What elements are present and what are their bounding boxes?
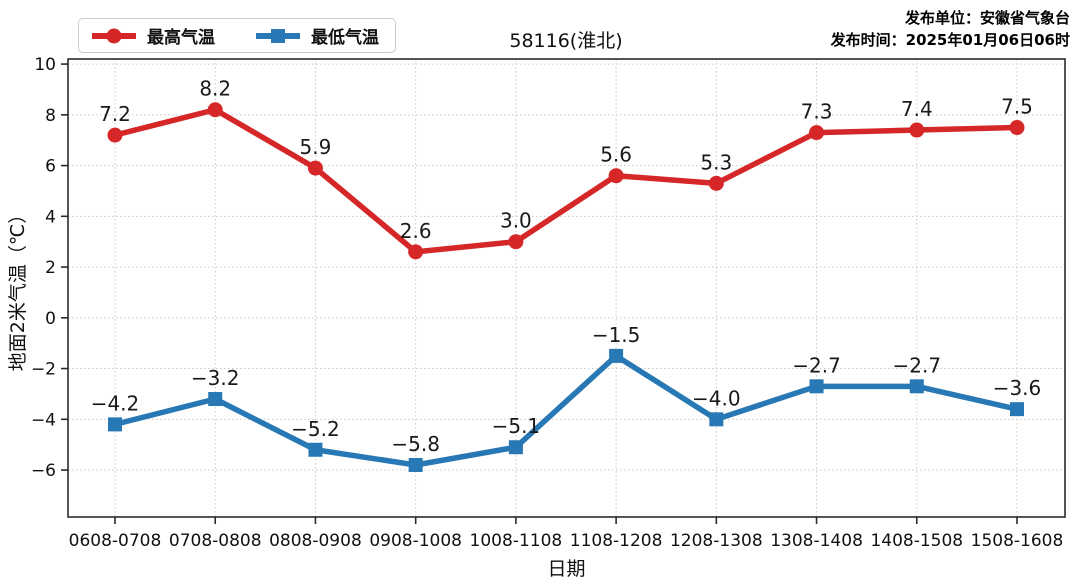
min-temp-point (208, 392, 223, 407)
min-temp-line-icon (256, 28, 300, 43)
min-temp-value: −4.2 (91, 391, 140, 415)
x-tick-label: 1308-1408 (770, 531, 863, 551)
min-temp-value: −3.2 (191, 366, 240, 390)
max-temp-point (708, 175, 724, 191)
y-tick-label: 4 (45, 207, 56, 227)
x-tick-label: 1508-1608 (971, 531, 1064, 551)
max-temp-point (1009, 120, 1025, 136)
y-tick-label: 6 (45, 157, 56, 177)
min-temp-value: −5.1 (492, 414, 541, 438)
max-temp-value: 3.0 (500, 209, 532, 233)
min-temp-point (609, 348, 624, 363)
min-temp-point (1010, 402, 1024, 417)
min-temp-value: −4.0 (692, 386, 741, 410)
min-temp-value: −3.6 (993, 376, 1042, 400)
legend-label-min: 最低气温 (311, 28, 379, 48)
x-axis-label: 日期 (547, 558, 585, 580)
min-temp-point (308, 442, 323, 457)
publish-time-line: 发布时间：2025年01月06日06时 (830, 31, 1070, 49)
chart-title: 58116(淮北) (509, 30, 623, 52)
y-tick-label: 8 (45, 106, 56, 126)
max-temp-value: 7.4 (901, 97, 933, 121)
min-temp-point (408, 457, 423, 472)
publisher-line: 发布单位：安徽省气象台 (904, 9, 1070, 27)
max-temp-value: 7.2 (99, 102, 131, 126)
min-temp-value: −2.7 (792, 353, 841, 377)
max-temp-value: 7.5 (1001, 95, 1033, 119)
max-temp-point (508, 234, 524, 250)
max-temp-line-icon (92, 28, 136, 43)
x-tick-label: 1208-1308 (670, 531, 763, 551)
legend-label-max: 最高气温 (147, 28, 215, 48)
max-temp-value: 2.6 (400, 219, 432, 243)
y-tick-label: −4 (31, 410, 56, 430)
max-temp-point (608, 168, 624, 184)
min-temp-point (909, 379, 924, 394)
x-tick-label: 0708-0808 (169, 531, 262, 551)
x-tick-label: 0808-0908 (269, 531, 362, 551)
max-temp-value: 7.3 (801, 100, 833, 124)
publish-info: 发布单位：安徽省气象台 发布时间：2025年01月06日06时 (831, 7, 1070, 51)
max-temp-value: 5.9 (300, 135, 332, 159)
min-temp-point (809, 379, 824, 394)
max-temp-point (207, 102, 223, 118)
max-temp-line (112, 106, 1020, 255)
x-tick-label: 0908-1008 (369, 531, 462, 551)
x-tick-label: 0608-0708 (69, 531, 162, 551)
max-temp-value: 5.6 (600, 143, 632, 167)
max-temp-value: 5.3 (700, 150, 732, 174)
min-temp-point (108, 417, 122, 432)
max-temp-point (408, 244, 424, 260)
y-tick-label: −6 (31, 461, 56, 481)
min-temp-value: −2.7 (892, 353, 941, 377)
y-tick-label: −2 (31, 360, 56, 380)
max-temp-point (909, 122, 925, 138)
y-tick-label: 10 (34, 55, 56, 75)
legend-item-max[interactable]: 最高气温 (91, 23, 215, 48)
max-temp-value: 8.2 (199, 77, 231, 101)
chart-legend: 最高气温 最低气温 (78, 18, 396, 53)
y-tick-label: 2 (45, 258, 56, 278)
min-temp-point (709, 412, 724, 427)
min-temp-value: −1.5 (592, 323, 641, 347)
plot-border (67, 58, 1066, 518)
max-temp-point (107, 127, 123, 143)
x-tick-label: 1408-1508 (870, 531, 963, 551)
legend-item-min[interactable]: 最低气温 (255, 23, 379, 48)
x-tick-label: 1108-1208 (570, 531, 663, 551)
y-axis-label: 地面2米气温（℃） (7, 205, 29, 371)
min-temp-value: −5.8 (391, 432, 440, 456)
min-temp-point (508, 440, 523, 455)
x-tick-label: 1008-1108 (470, 531, 563, 551)
min-temp-line (112, 353, 1020, 468)
min-temp-value: −5.2 (291, 417, 340, 441)
max-temp-point (809, 125, 825, 141)
max-temp-point (307, 160, 323, 176)
y-tick-label: 0 (45, 309, 56, 329)
